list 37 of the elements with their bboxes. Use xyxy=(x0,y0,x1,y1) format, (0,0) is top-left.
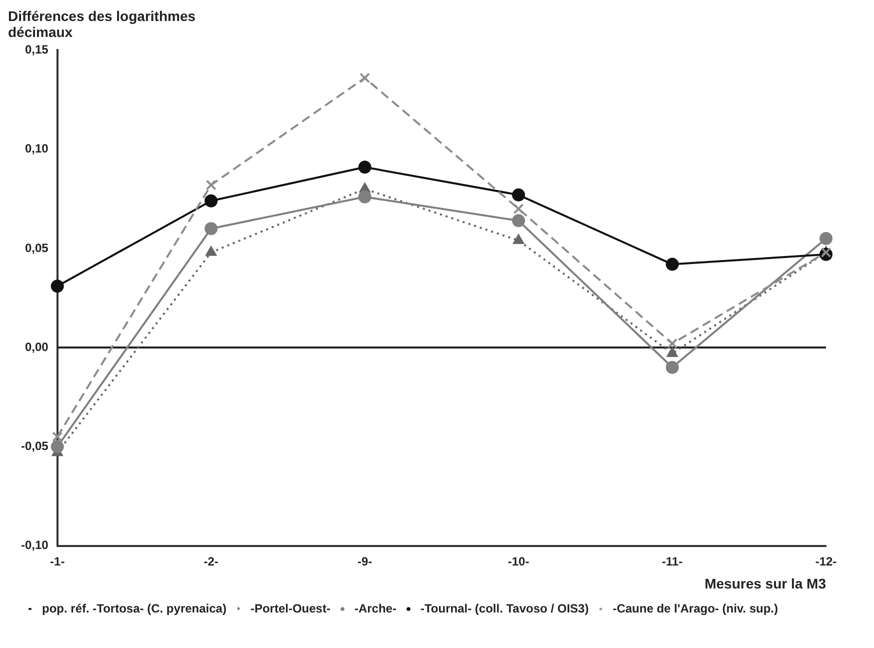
y-tick-label: 0,15 xyxy=(24,42,49,57)
point xyxy=(358,190,372,204)
point xyxy=(360,72,370,84)
legend-label: -Tournal- (coll. Tavoso / OIS3) xyxy=(420,601,589,616)
point xyxy=(666,360,679,374)
point xyxy=(52,432,63,442)
x-tick-label: -12- xyxy=(815,554,837,568)
y-tick-label: 0,00 xyxy=(24,340,49,354)
x-tick-label: -2- xyxy=(204,554,218,568)
y-tick-label: -0,05 xyxy=(20,438,49,453)
point xyxy=(50,440,64,454)
x-tick-label: -9- xyxy=(357,554,372,568)
y-tick-label: -0,10 xyxy=(20,538,49,552)
legend-label: -Portel-Ouest- xyxy=(250,601,330,616)
point xyxy=(512,188,526,202)
point xyxy=(204,222,218,236)
y-tick-label: 0,05 xyxy=(24,240,49,255)
point xyxy=(666,347,678,358)
x-axis-title: Mesures sur la M3 xyxy=(704,575,826,592)
point xyxy=(666,258,679,271)
point xyxy=(204,194,218,208)
point xyxy=(512,234,524,244)
point xyxy=(667,338,678,349)
point xyxy=(513,204,524,214)
x-tick-label: -11- xyxy=(662,554,683,568)
point xyxy=(206,180,216,190)
point xyxy=(512,214,526,228)
legend-label: -Arche- xyxy=(354,601,396,616)
legend-label: pop. réf. -Tortosa- (C. pyrenaica) xyxy=(42,601,226,616)
y-tick-label: 0,10 xyxy=(24,142,49,156)
point xyxy=(820,232,832,246)
point xyxy=(50,280,64,293)
point xyxy=(358,160,372,174)
legend-label: -Caune de l'Arago- (niv. sup.) xyxy=(612,601,778,616)
x-tick-label: -10- xyxy=(508,554,530,568)
y-axis-title: Différences des logarithmes décimaux xyxy=(8,8,197,40)
x-tick-label: -1- xyxy=(50,554,65,568)
